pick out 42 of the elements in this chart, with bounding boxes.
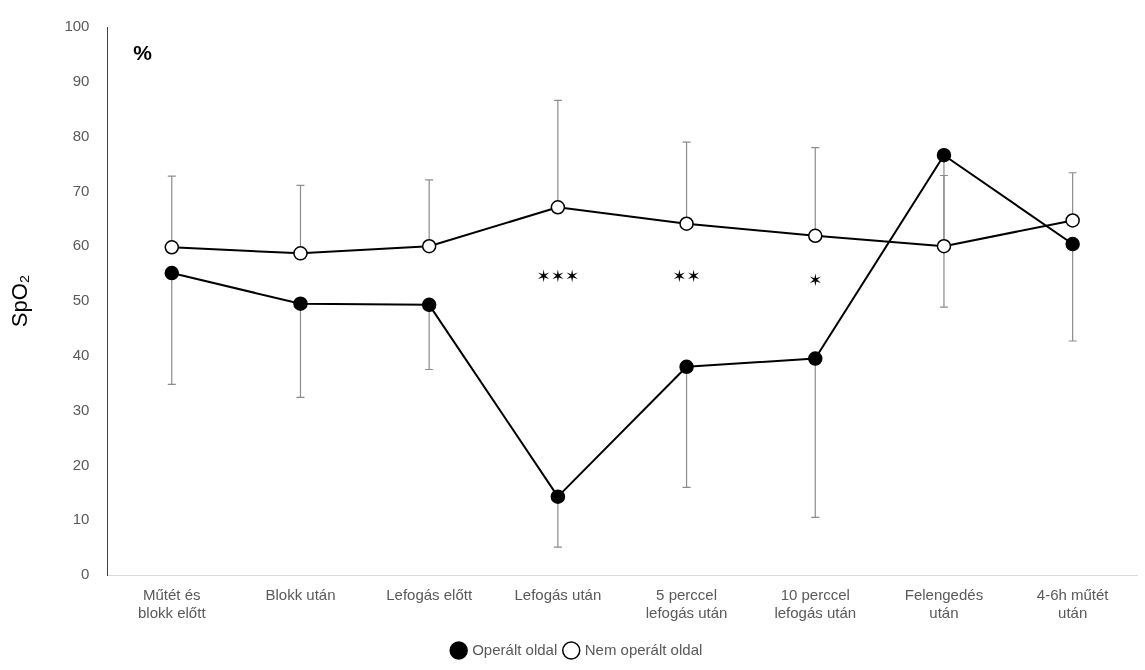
point	[550, 200, 566, 215]
y-tick-label: 90	[72, 71, 90, 89]
point	[421, 297, 437, 313]
point	[164, 240, 180, 255]
x-tick-label: Felengedés után	[904, 586, 984, 622]
x-tick-label: Lefogás után	[514, 586, 602, 604]
point	[1065, 213, 1080, 228]
x-tick-label: 10 perccel lefogás után	[774, 586, 857, 622]
point	[421, 238, 437, 254]
annotation: ✶✶✶	[536, 265, 580, 286]
x-tick-label: Blokk után	[265, 586, 336, 604]
point	[679, 216, 694, 231]
point	[679, 359, 694, 375]
point	[936, 147, 952, 163]
point	[1065, 236, 1080, 252]
point	[293, 246, 308, 261]
point	[936, 238, 952, 254]
y-tick-label: 60	[72, 236, 90, 254]
x-tick-label: 4-6h műtét után	[1036, 586, 1110, 622]
y-tick-label: 50	[72, 291, 90, 309]
y-tick-label: 40	[72, 345, 90, 363]
annotation: ✶✶	[672, 265, 701, 286]
legend-label: Operált oldal	[472, 640, 558, 658]
point	[164, 265, 180, 281]
y-axis-title: SpO₂	[7, 274, 33, 328]
x-tick-label: Lefogás előtt	[386, 586, 473, 604]
x-tick-label: 5 perccel lefogás után	[645, 586, 728, 622]
y-tick-label: 70	[72, 181, 90, 199]
point	[808, 228, 823, 244]
y-tick-label: 100	[64, 17, 90, 35]
y-tick-label: 10	[72, 510, 90, 528]
y-tick-label: 20	[72, 455, 90, 473]
x-tick-label: Műtét és blokk előtt	[138, 586, 207, 622]
y-tick-label: 30	[72, 400, 90, 418]
y-tick-label: 0	[81, 565, 90, 583]
annotation: %	[133, 41, 153, 65]
annotation: ✶	[808, 269, 823, 290]
point	[293, 296, 308, 311]
y-tick-label: 80	[72, 126, 90, 144]
legend-label: Nem operált oldal	[584, 640, 703, 658]
point	[550, 489, 566, 504]
point	[808, 351, 823, 366]
